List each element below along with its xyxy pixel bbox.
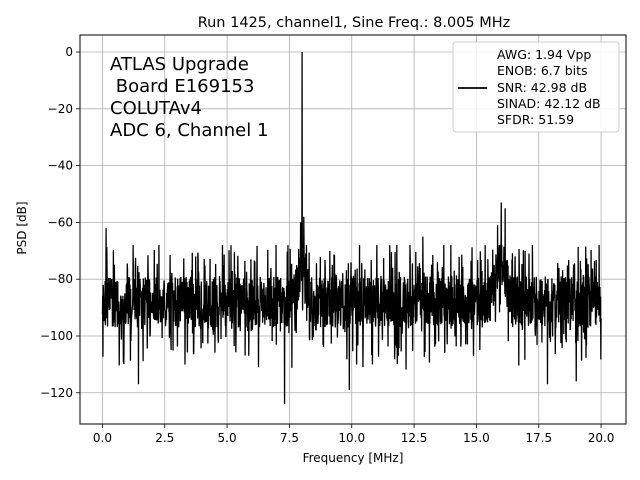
x-tick-label: 17.5 — [525, 431, 552, 445]
board-annotation: ATLAS Upgrade Board E169153 COLUTAv4 ADC… — [110, 54, 268, 141]
legend-sinad: SINAD: 42.12 dB — [497, 96, 601, 111]
legend: AWG: 1.94 Vpp ENOB: 6.7 bits SNR: 42.98 … — [452, 41, 620, 133]
annotation-line-3: COLUTAv4 — [110, 98, 202, 119]
x-tick-label: 7.5 — [280, 431, 299, 445]
y-tick-label: −100 — [40, 329, 73, 343]
x-tick-label: 2.5 — [155, 431, 174, 445]
x-tick-label: 12.5 — [401, 431, 428, 445]
y-tick-label: −80 — [48, 272, 73, 286]
y-tick-label: 0 — [65, 45, 73, 59]
legend-box — [452, 41, 620, 133]
annotation-line-1: ATLAS Upgrade — [110, 54, 249, 75]
x-tick-label: 5.0 — [218, 431, 237, 445]
legend-sfdr: SFDR: 51.59 — [497, 112, 574, 127]
y-tick-label: −60 — [48, 215, 73, 229]
y-axis: 0 −20 −40 −60 −80 −100 −120 — [40, 45, 80, 400]
plot-area-frame — [79, 34, 627, 425]
psd-series-line — [101, 52, 602, 405]
plot-clip-group — [101, 52, 602, 405]
y-tick-label: −20 — [48, 102, 73, 116]
x-axis: 0.0 2.5 5.0 7.5 10.0 12.5 15.0 17.5 20.0 — [93, 424, 615, 445]
x-tick-label: 20.0 — [588, 431, 615, 445]
annotation-line-4: ADC 6, Channel 1 — [110, 120, 268, 141]
legend-awg: AWG: 1.94 Vpp — [497, 47, 591, 62]
x-tick-label: 15.0 — [463, 431, 490, 445]
y-axis-label: PSD [dB] — [15, 201, 29, 254]
y-tick-label: −40 — [48, 159, 73, 173]
y-tick-label: −120 — [40, 386, 73, 400]
annotation-line-2: Board E169153 — [110, 76, 254, 97]
chart-title: Run 1425, channel1, Sine Freq.: 8.005 MH… — [198, 15, 511, 31]
legend-enob: ENOB: 6.7 bits — [497, 63, 588, 78]
legend-snr: SNR: 42.98 dB — [497, 80, 587, 95]
x-tick-label: 10.0 — [338, 431, 365, 445]
x-tick-label: 0.0 — [93, 431, 112, 445]
x-axis-label: Frequency [MHz] — [303, 451, 404, 465]
